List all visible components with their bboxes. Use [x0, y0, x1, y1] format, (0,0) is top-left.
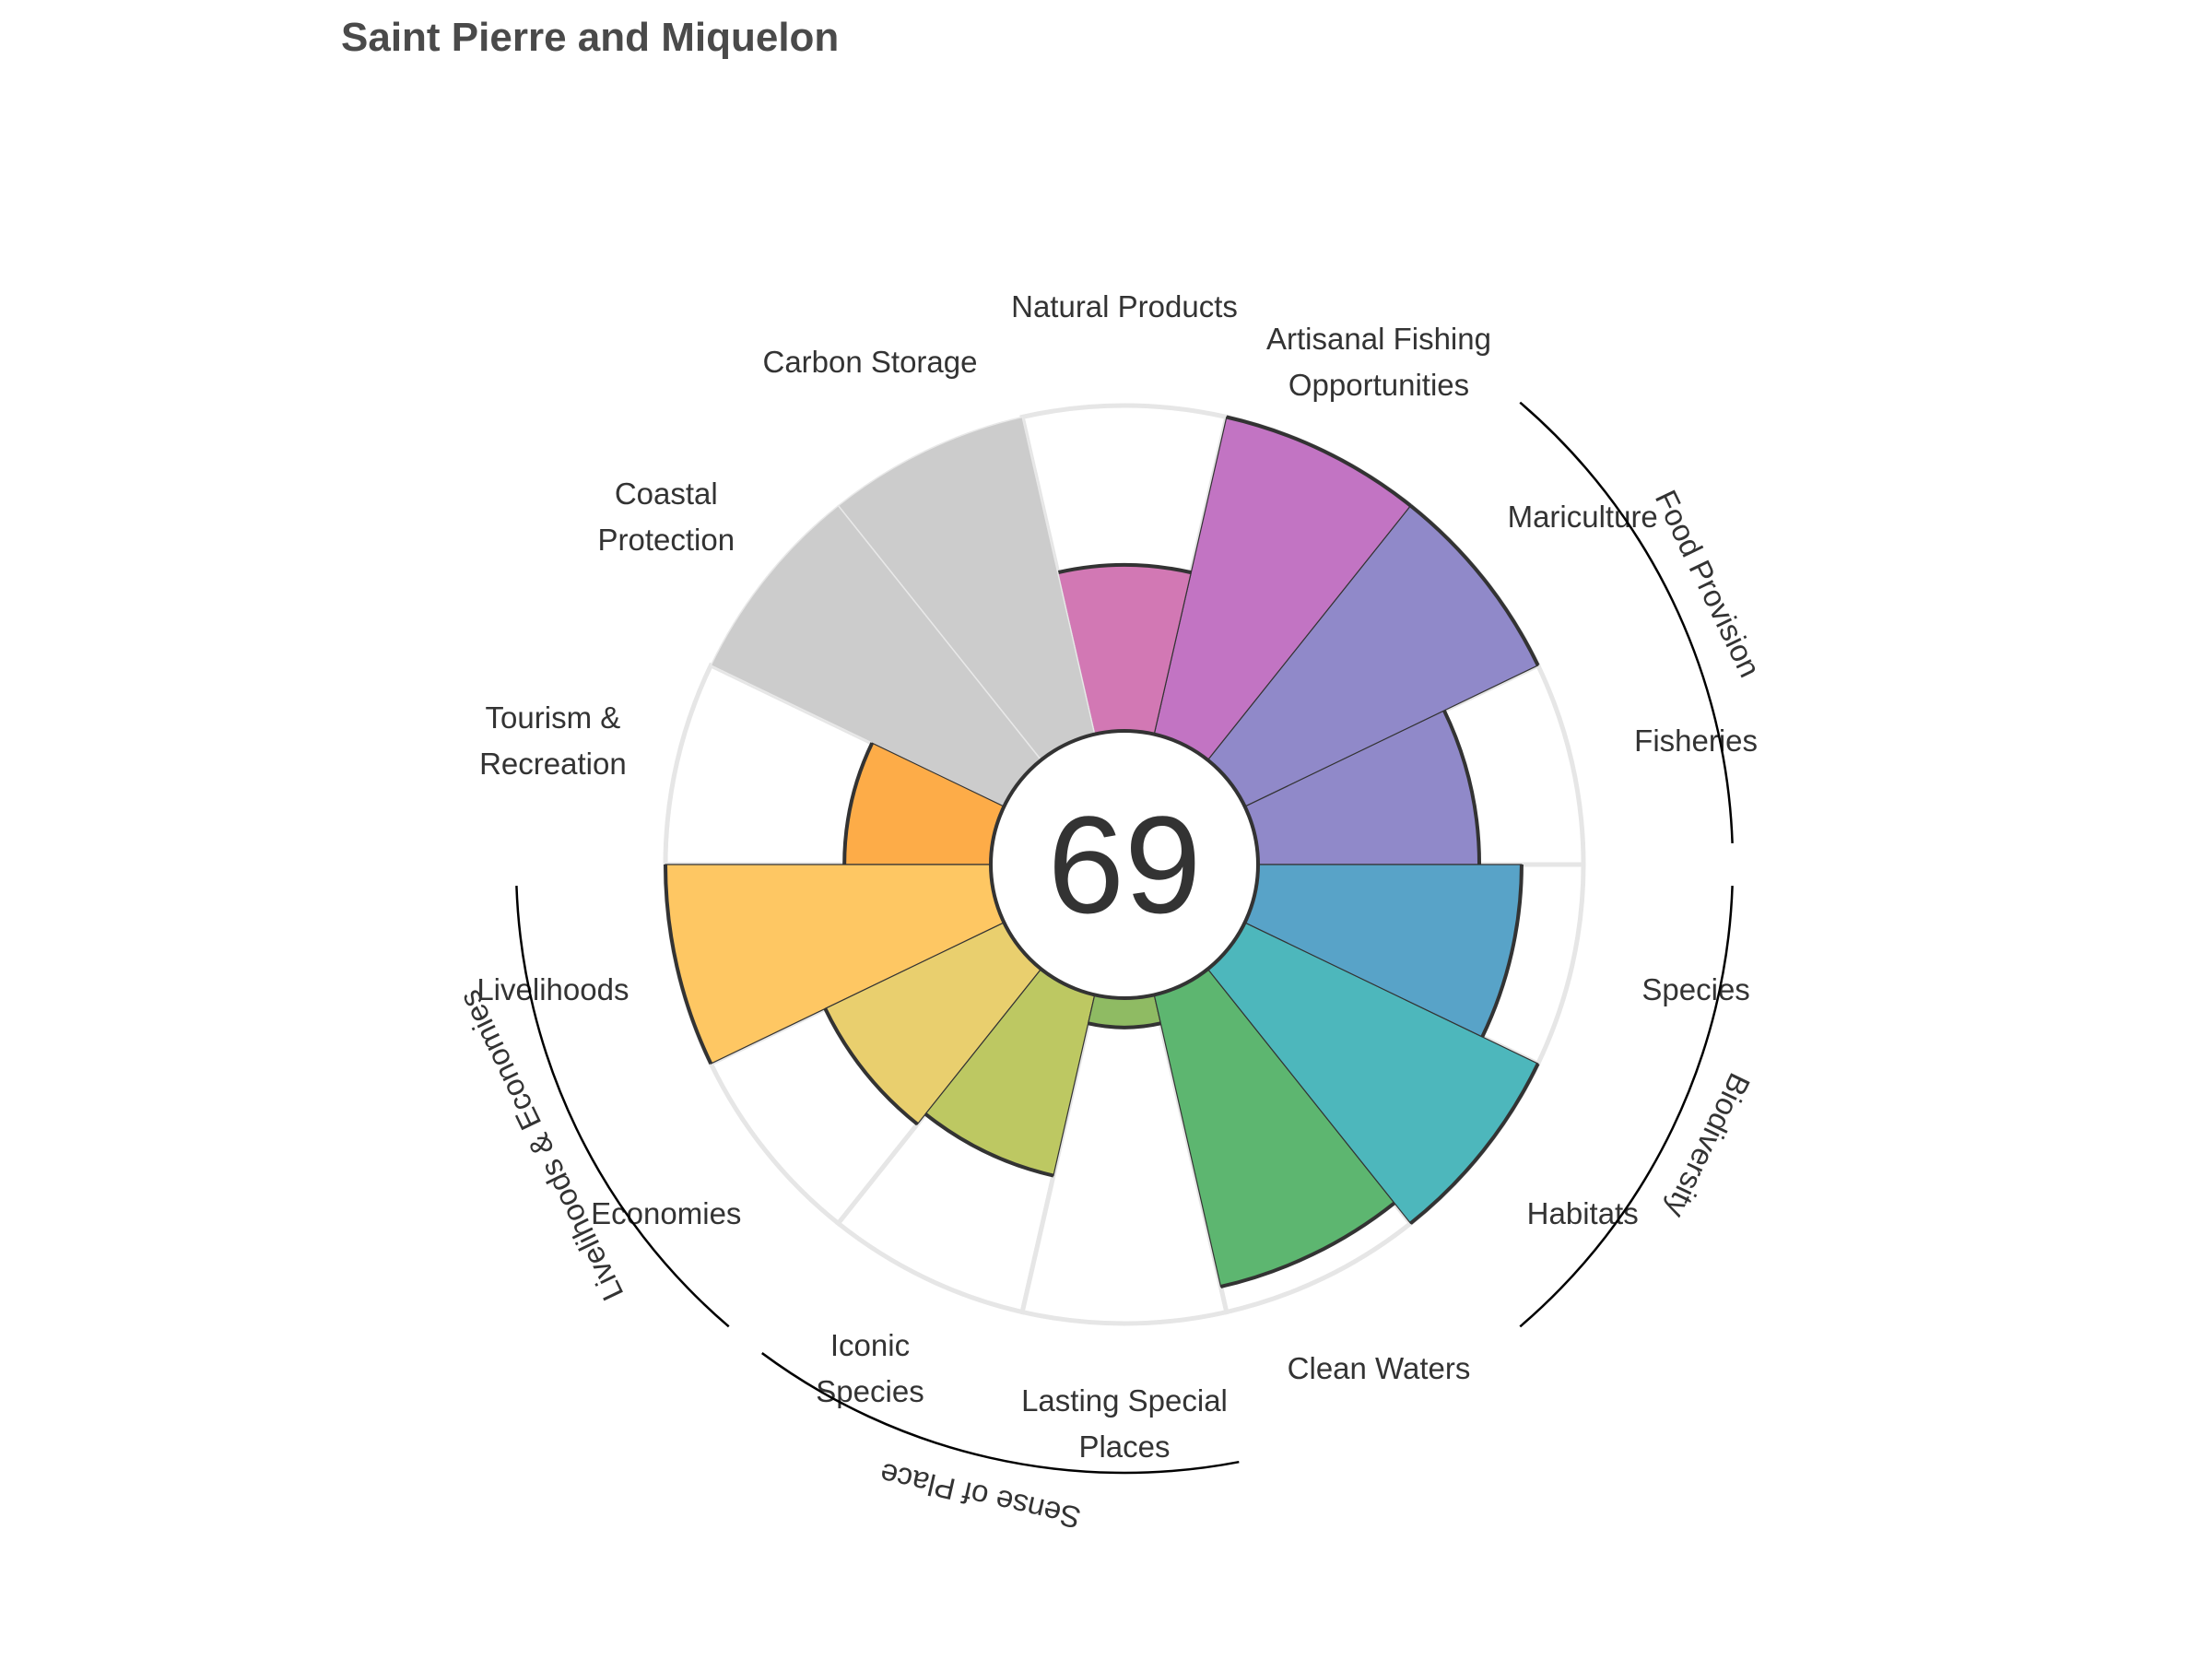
score-bars	[664, 415, 1540, 1288]
bar-edge-natural-products	[1057, 562, 1192, 575]
bar-edge-economies	[823, 1007, 919, 1126]
group-label-biodiversity: Biodiversity	[1659, 1068, 1758, 1224]
bar-edge-artisanal-fishing-opportunities	[1226, 415, 1412, 508]
label-livelihoods: Livelihoods	[477, 972, 629, 1006]
category-labels: Fisheries Mariculture Artisanal Fishing Opp…	[477, 289, 1758, 1464]
label-fisheries: Fisheries	[1634, 724, 1758, 758]
overall-score: 69	[1048, 787, 1202, 942]
label-lasting-special-places: Lasting Special Places	[1021, 1383, 1228, 1464]
label-tourism-and-recreation: Tourism & Recreation	[479, 700, 627, 781]
label-species: Species	[1641, 972, 1749, 1006]
bar-edge-habitats	[1409, 1063, 1540, 1225]
center-circle	[989, 729, 1260, 1000]
label-clean-waters: Clean Waters	[1288, 1351, 1471, 1385]
bar-edge-species	[1480, 864, 1524, 1038]
label-coastal-protection: Coastal Protection	[598, 477, 735, 557]
bar-edge-lasting-special-places	[1088, 1021, 1161, 1030]
label-carbon-storage: Carbon Storage	[763, 345, 978, 379]
group-arc-biodiversity	[1519, 885, 1734, 1328]
bar-edge-clean-waters	[1220, 1201, 1396, 1288]
bar-edge-fisheries	[1442, 710, 1482, 865]
bar-edge-mariculture	[1409, 504, 1540, 666]
label-natural-products: Natural Products	[1011, 289, 1238, 324]
group-arc-livelihoods-and-economies	[515, 885, 730, 1328]
label-artisanal-fishing-opportunities: Artisanal Fishing Opportunities	[1266, 322, 1491, 402]
label-habitats: Habitats	[1527, 1196, 1639, 1230]
bar-edge-tourism-and-recreation	[842, 742, 875, 865]
bar-edge-livelihoods	[664, 864, 713, 1065]
group-label-food-provision: Food Provision	[1649, 485, 1768, 682]
group-arc-food-provision	[1519, 401, 1734, 844]
label-iconic-species: Iconic Species	[816, 1328, 924, 1408]
bar-edge-iconic-species	[924, 1112, 1054, 1178]
label-economies: Economies	[591, 1196, 741, 1230]
chart-title: Saint Pierre and Miquelon	[341, 15, 839, 60]
group-arc-sense-of-place	[761, 1352, 1240, 1475]
label-mariculture: Mariculture	[1508, 500, 1658, 534]
